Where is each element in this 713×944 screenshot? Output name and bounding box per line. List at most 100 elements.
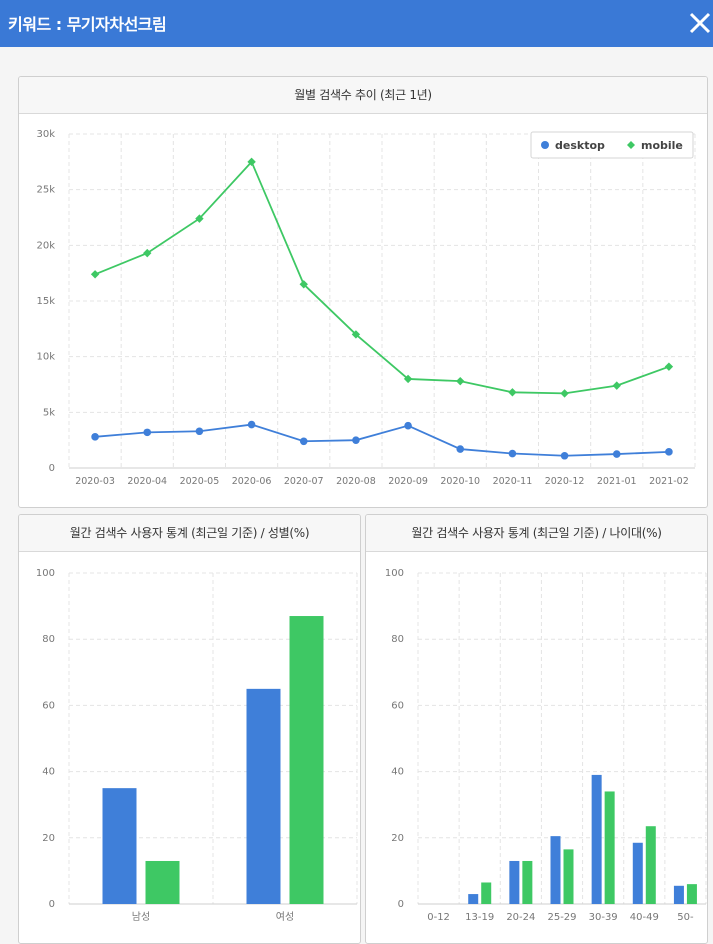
desktop-series-line — [95, 423, 669, 457]
x-tick-label: 2020-11 — [493, 476, 533, 487]
y-tick-label: 60 — [42, 700, 55, 711]
y-tick-label: 30k — [36, 129, 55, 140]
y-tick-label: 25k — [36, 185, 55, 196]
desktop-point — [456, 445, 465, 453]
app-header: 키워드 : 무기자차선크림 — [0, 0, 713, 47]
desktop-bar — [246, 688, 281, 904]
mobile-point — [612, 381, 621, 390]
x-tick-label: 13-19 — [465, 912, 494, 923]
x-tick-label: 2020-05 — [180, 476, 220, 487]
mobile-point — [508, 388, 517, 397]
desktop-point — [508, 449, 517, 458]
mobile-bar — [686, 884, 697, 904]
x-tick-label: 2020-07 — [284, 476, 324, 487]
desktop-bar — [550, 836, 561, 904]
gender-chart-title: 월간 검색수 사용자 통계 (최근일 기준) / 성별(%) — [19, 515, 360, 552]
mobile-bar — [522, 860, 533, 904]
y-tick-label: 100 — [36, 568, 55, 579]
x-tick-label: 50- — [677, 912, 694, 923]
close-button[interactable] — [687, 9, 713, 37]
age-chart: 0 20 40 60 80 100 0-12 13-19 20-24 25-29 30-39 40-4… — [385, 568, 707, 923]
monthly-trend-title: 월별 검색수 추이 (최근 1년) — [19, 77, 707, 114]
mobile-point — [195, 214, 204, 223]
x-tick-label: 2020-03 — [75, 476, 115, 487]
mobile-bar — [604, 791, 615, 904]
x-tick-label: 2020-09 — [388, 476, 428, 487]
mobile-bar — [563, 849, 574, 904]
x-tick-label: 40-49 — [630, 912, 659, 923]
monthly-trend-chart: 0 5k 10k 15k 20k 25k 30k 2020-03 2020-04 2020-05 2… — [36, 129, 696, 487]
mobile-point — [90, 270, 100, 279]
y-tick-label: 80 — [42, 634, 55, 645]
desktop-bar — [673, 885, 684, 904]
mobile-point — [143, 248, 152, 258]
desktop-bar — [509, 860, 520, 904]
desktop-point — [299, 437, 308, 446]
x-tick-label: 2020-04 — [127, 476, 167, 487]
desktop-point — [91, 433, 99, 441]
mobile-point — [664, 362, 674, 371]
x-tick-label: 2020-10 — [440, 476, 480, 487]
x-tick-label: 25-29 — [547, 912, 576, 923]
mobile-point — [351, 330, 361, 339]
x-tick-label: 2020-12 — [545, 476, 585, 487]
gender-panel: 월간 검색수 사용자 통계 (최근일 기준) / 성별(%) 0 20 40 60 80… — [18, 514, 361, 944]
monthly-trend-panel: 월별 검색수 추이 (최근 1년) 0 5k 10k 15k 20k 25k 30k 2020… — [18, 76, 708, 508]
y-tick-label: 15k — [36, 296, 55, 307]
mobile-point — [299, 280, 308, 289]
y-tick-label: 40 — [391, 767, 404, 778]
mobile-series-line — [94, 160, 670, 395]
desktop-bar — [591, 774, 602, 904]
y-tick-label: 60 — [391, 700, 404, 711]
legend-label-desktop: desktop — [555, 139, 605, 152]
desktop-point — [247, 420, 256, 429]
mobile-bar — [289, 616, 324, 904]
desktop-point — [143, 428, 152, 437]
mobile-point — [456, 376, 465, 386]
x-tick-label: 20-24 — [506, 912, 535, 923]
desktop-point — [665, 448, 673, 456]
page-title: 키워드 : 무기자차선크림 — [8, 15, 167, 34]
legend — [530, 131, 694, 159]
legend-label-mobile: mobile — [641, 139, 683, 152]
desktop-point — [352, 436, 360, 444]
gender-chart: 0 20 40 60 80 100 남성 여성 — [36, 568, 358, 923]
y-tick-label: 20 — [42, 833, 55, 844]
legend-desktop-marker — [541, 141, 549, 149]
desktop-point — [560, 451, 569, 460]
y-tick-label: 40 — [42, 767, 55, 778]
desktop-bar — [468, 894, 479, 904]
mobile-point — [560, 389, 569, 398]
mobile-bar — [481, 882, 492, 904]
legend-mobile-marker — [627, 141, 635, 149]
x-tick-label: 2020-08 — [336, 476, 376, 487]
age-chart-title: 월간 검색수 사용자 통계 (최근일 기준) / 나이대(%) — [366, 515, 707, 552]
desktop-point — [195, 427, 204, 436]
y-tick-label: 5k — [43, 407, 55, 418]
y-tick-label: 0 — [49, 463, 55, 474]
desktop-point — [404, 421, 412, 430]
close-icon — [689, 12, 711, 34]
mobile-point — [403, 374, 413, 384]
desktop-bar — [632, 842, 643, 904]
desktop-point — [612, 450, 621, 458]
x-tick-label: 남성 — [132, 911, 150, 923]
age-panel: 월간 검색수 사용자 통계 (최근일 기준) / 나이대(%) 0 20 40 60 8… — [365, 514, 708, 944]
x-tick-label: 30-39 — [589, 912, 618, 923]
x-tick-label: 2020-06 — [232, 476, 272, 487]
mobile-bar — [145, 860, 180, 904]
x-tick-label: 0-12 — [427, 912, 450, 923]
x-tick-label: 여성 — [276, 911, 294, 923]
y-tick-label: 10k — [36, 352, 55, 363]
x-tick-label: 2021-02 — [649, 476, 689, 487]
desktop-bar — [102, 788, 137, 904]
x-tick-label: 2021-01 — [597, 476, 637, 487]
y-tick-label: 80 — [391, 634, 404, 645]
y-tick-label: 100 — [385, 568, 404, 579]
y-tick-label: 20k — [36, 240, 55, 251]
mobile-bar — [645, 826, 656, 904]
mobile-point — [247, 157, 256, 167]
y-tick-label: 20 — [391, 833, 404, 844]
y-tick-label: 0 — [398, 899, 404, 910]
y-tick-label: 0 — [49, 899, 55, 910]
